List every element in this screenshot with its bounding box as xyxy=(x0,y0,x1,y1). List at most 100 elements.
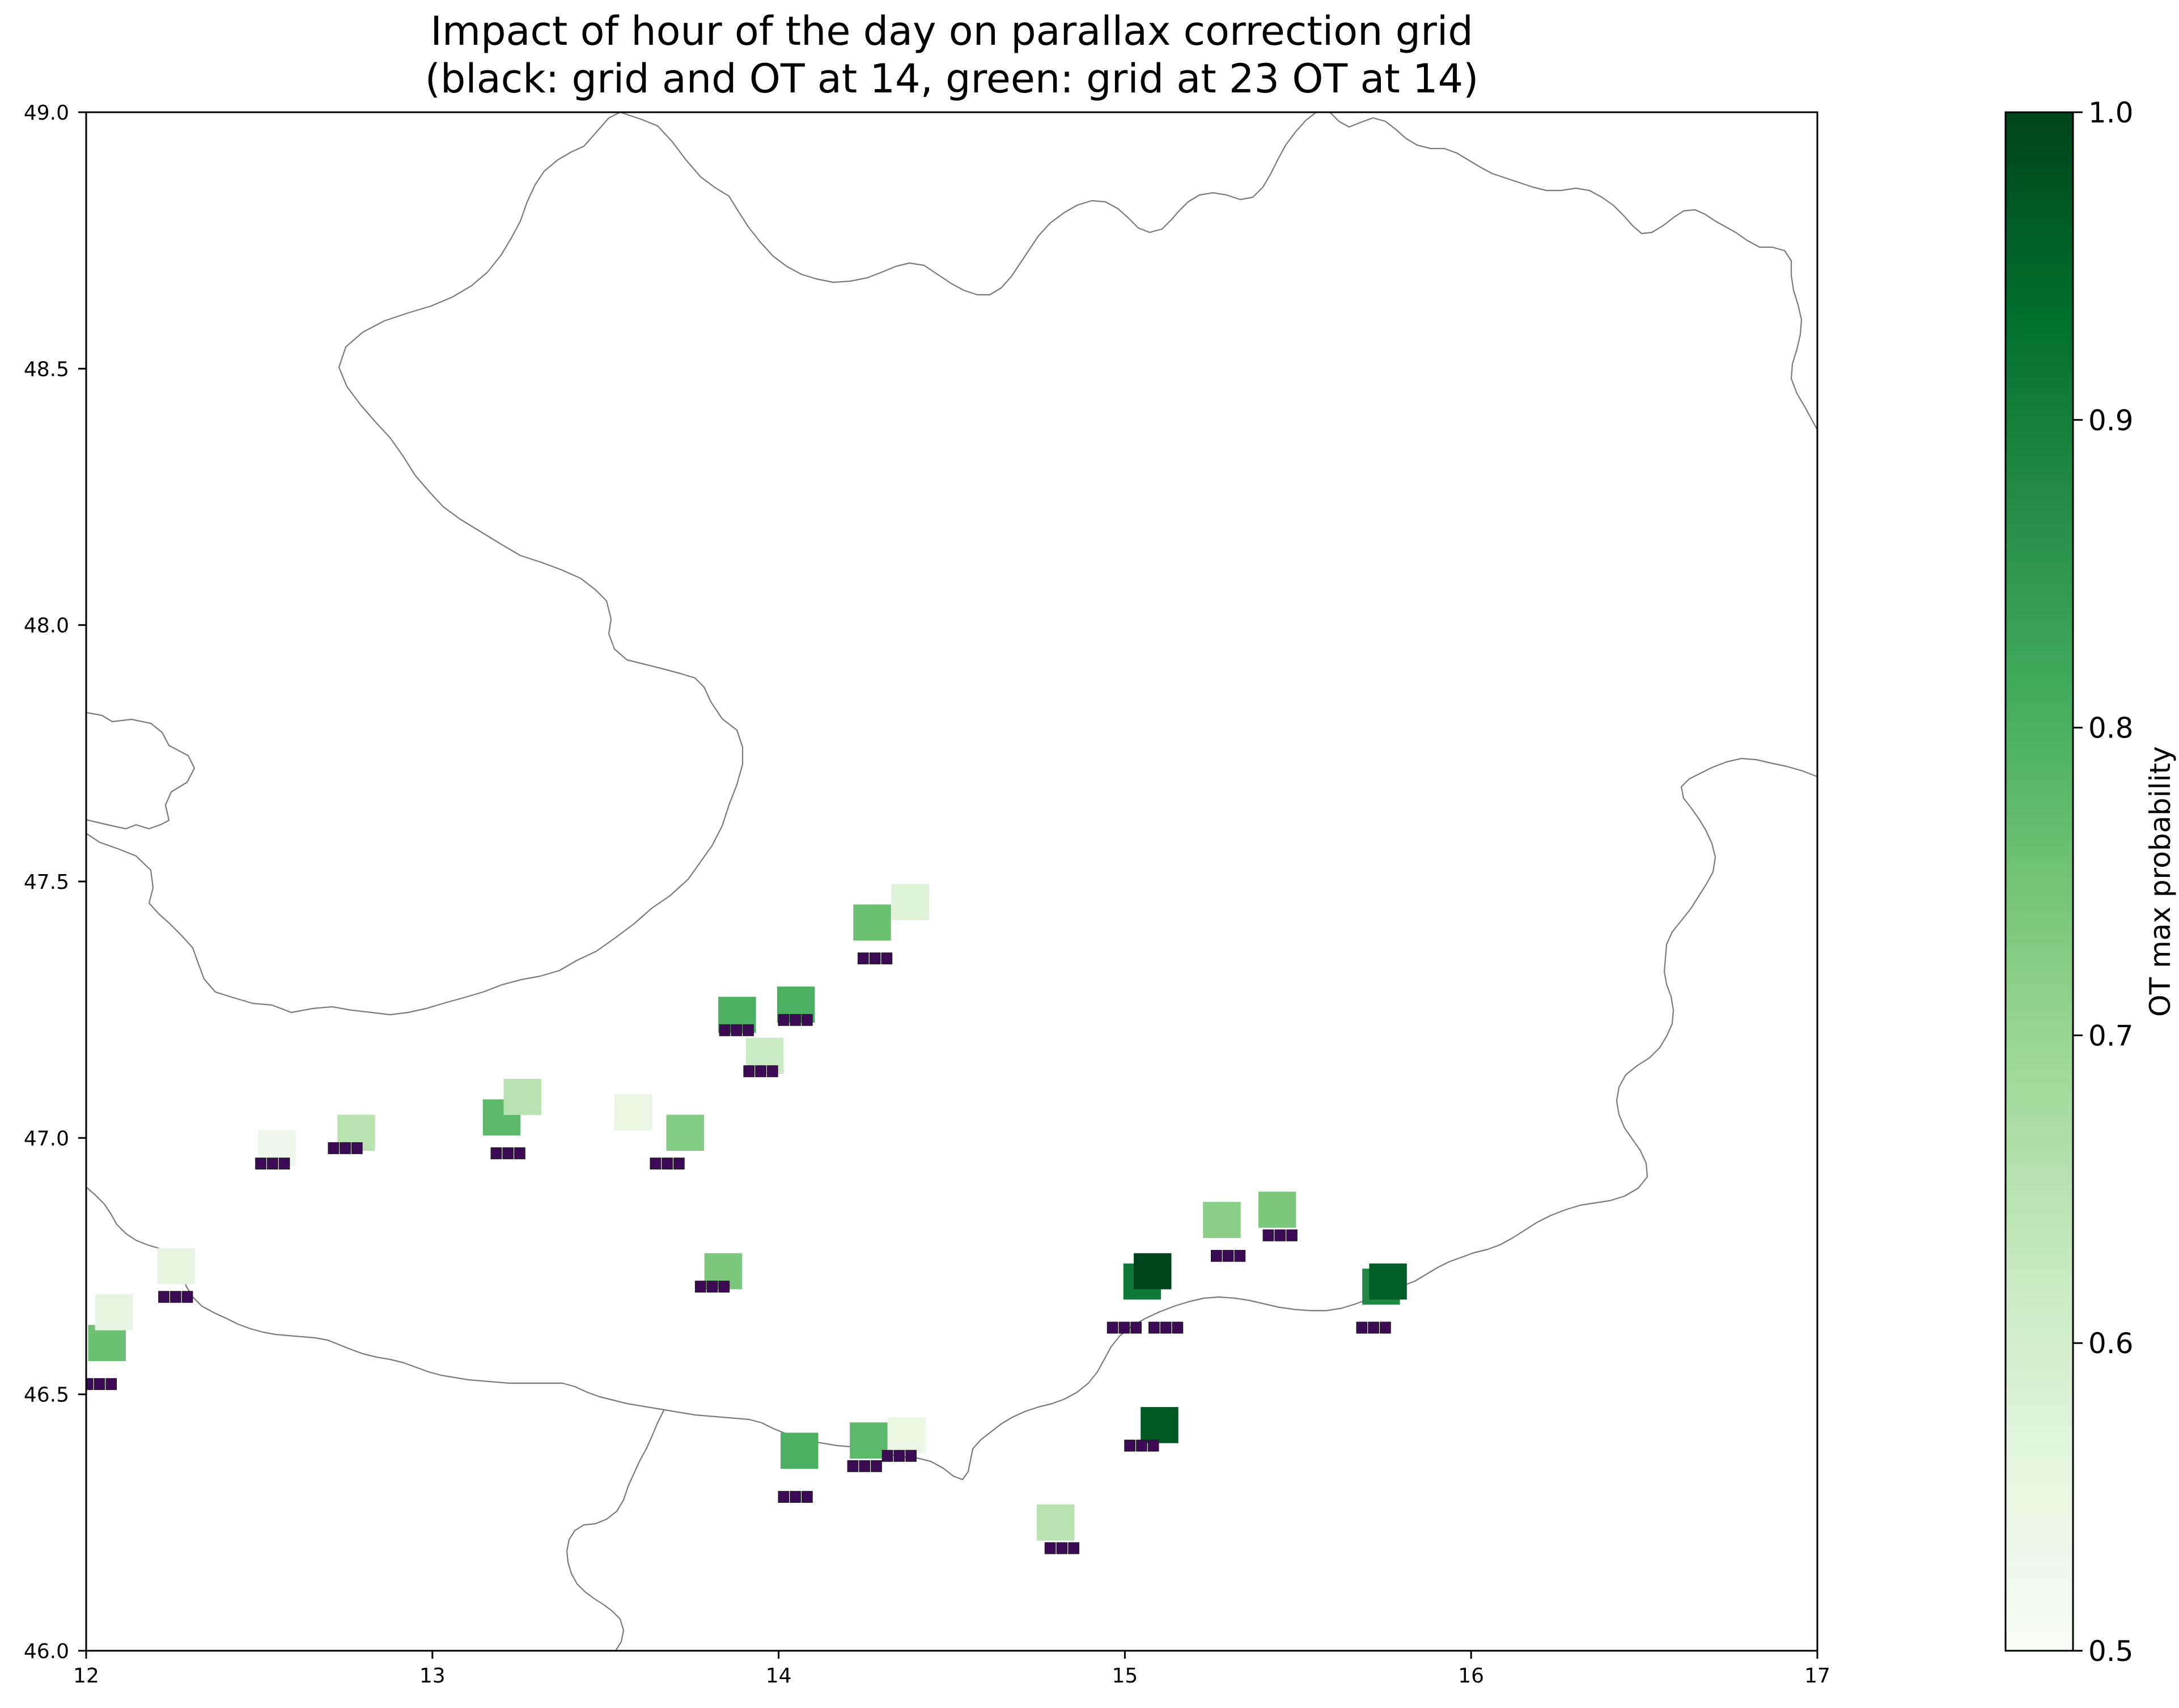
black-cell xyxy=(1210,1249,1222,1262)
black-cell xyxy=(881,1450,893,1462)
green-cell xyxy=(503,1079,541,1115)
colorbar-frame xyxy=(2004,111,2074,1652)
austria-border-southeast xyxy=(86,757,1817,1481)
black-cell xyxy=(1056,1542,1068,1554)
black-cell xyxy=(1234,1249,1246,1262)
black-cell xyxy=(871,1460,882,1472)
map-axes-frame xyxy=(85,111,1818,1652)
x-tick-label: 13 xyxy=(419,1664,446,1688)
green-cell xyxy=(1037,1504,1075,1541)
green-cell xyxy=(888,1417,926,1453)
black-cell xyxy=(694,1281,706,1293)
green-cell xyxy=(1258,1192,1296,1228)
black-cell xyxy=(802,1491,813,1503)
black-cell xyxy=(790,1491,801,1503)
black-cell xyxy=(857,952,869,965)
black-cell xyxy=(778,1491,790,1503)
black-cell xyxy=(650,1158,662,1170)
x-tick-label: 16 xyxy=(1458,1664,1484,1688)
black-cell xyxy=(1148,1321,1160,1334)
black-cell xyxy=(1130,1321,1142,1334)
black-cell xyxy=(905,1450,917,1462)
black-cell xyxy=(1222,1249,1234,1262)
green-cell xyxy=(850,1422,888,1459)
colorbar-tick-label: 0.5 xyxy=(2088,1635,2134,1668)
black-cell xyxy=(181,1291,193,1303)
black-cell xyxy=(662,1158,673,1170)
colorbar xyxy=(2006,112,2073,1651)
black-cell xyxy=(1368,1321,1379,1334)
black-cell xyxy=(340,1142,351,1154)
black-cell xyxy=(1136,1439,1147,1452)
black-cell xyxy=(1160,1321,1172,1334)
green-cell xyxy=(1203,1202,1241,1238)
black-cell xyxy=(859,1460,871,1472)
x-tick-label: 15 xyxy=(1112,1664,1138,1688)
black-cell xyxy=(255,1158,266,1170)
black-cell xyxy=(86,1378,94,1391)
black-cell xyxy=(1380,1321,1391,1334)
black-cell xyxy=(1147,1439,1159,1452)
black-cell xyxy=(1068,1542,1080,1554)
black-cell xyxy=(1172,1321,1184,1334)
black-cell xyxy=(718,1281,730,1293)
colorbar-tick-label: 0.9 xyxy=(2088,404,2134,437)
black-cell xyxy=(351,1142,363,1154)
black-cell xyxy=(1274,1229,1286,1241)
black-cell xyxy=(1044,1542,1056,1554)
y-tick-label: 48.5 xyxy=(24,358,69,381)
black-cell xyxy=(514,1147,525,1159)
x-tick-label: 14 xyxy=(766,1664,792,1688)
black-cell xyxy=(1286,1229,1298,1241)
austria-border xyxy=(86,112,744,1016)
black-cell xyxy=(673,1158,685,1170)
y-tick-label: 47.5 xyxy=(24,871,69,894)
black-cell xyxy=(278,1158,290,1170)
black-cell xyxy=(266,1158,278,1170)
black-cell xyxy=(1356,1321,1368,1334)
y-tick-label: 49.0 xyxy=(24,101,69,125)
colorbar-tick-label: 0.7 xyxy=(2088,1019,2134,1052)
black-cell xyxy=(847,1460,859,1472)
black-cell xyxy=(1107,1321,1118,1334)
green-cell xyxy=(781,1432,819,1469)
y-tick-label: 46.0 xyxy=(24,1640,69,1663)
map-title-line1: Impact of hour of the day on parallax co… xyxy=(430,8,1473,54)
black-cell xyxy=(719,1024,731,1036)
green-cell xyxy=(1369,1263,1407,1300)
black-cell xyxy=(105,1378,117,1391)
y-tick-label: 47.0 xyxy=(24,1127,69,1150)
green-cell xyxy=(88,1325,126,1362)
black-cell xyxy=(158,1291,169,1303)
colorbar-tick-label: 0.8 xyxy=(2088,712,2134,745)
y-axis: 46.0 46.5 47.0 47.5 48.0 48.5 49.0 xyxy=(24,101,86,1663)
green-cell xyxy=(853,904,891,941)
x-tick-label: 17 xyxy=(1804,1664,1830,1688)
y-tick-label: 48.0 xyxy=(24,614,69,638)
x-tick-label: 12 xyxy=(73,1664,99,1688)
black-cell xyxy=(869,952,881,965)
black-cell xyxy=(766,1065,778,1078)
black-cell xyxy=(743,1065,755,1078)
colorbar-tick-label: 1.0 xyxy=(2088,96,2134,129)
green-cell xyxy=(1134,1253,1172,1290)
black-cell xyxy=(743,1024,754,1036)
green-cell xyxy=(891,884,929,921)
black-cell xyxy=(778,1014,790,1026)
map-title-line2: (black: grid and OT at 14, green: grid a… xyxy=(425,56,1479,102)
border-lines xyxy=(86,112,1817,1651)
slovenia-border xyxy=(566,1409,665,1651)
black-cell xyxy=(1124,1439,1135,1452)
green-cells-layer xyxy=(88,884,1407,1541)
black-cell xyxy=(802,1014,813,1026)
colorbar-tick-label: 0.6 xyxy=(2088,1327,2134,1360)
green-cell xyxy=(95,1294,133,1330)
black-cell xyxy=(1262,1229,1274,1241)
colorbar-ticks: 0.5 0.6 0.7 0.8 0.9 1.0 xyxy=(2073,96,2134,1668)
green-cell xyxy=(614,1094,652,1130)
y-tick-label: 46.5 xyxy=(24,1384,69,1407)
black-cell xyxy=(790,1014,801,1026)
black-cells-layer xyxy=(86,952,1391,1554)
